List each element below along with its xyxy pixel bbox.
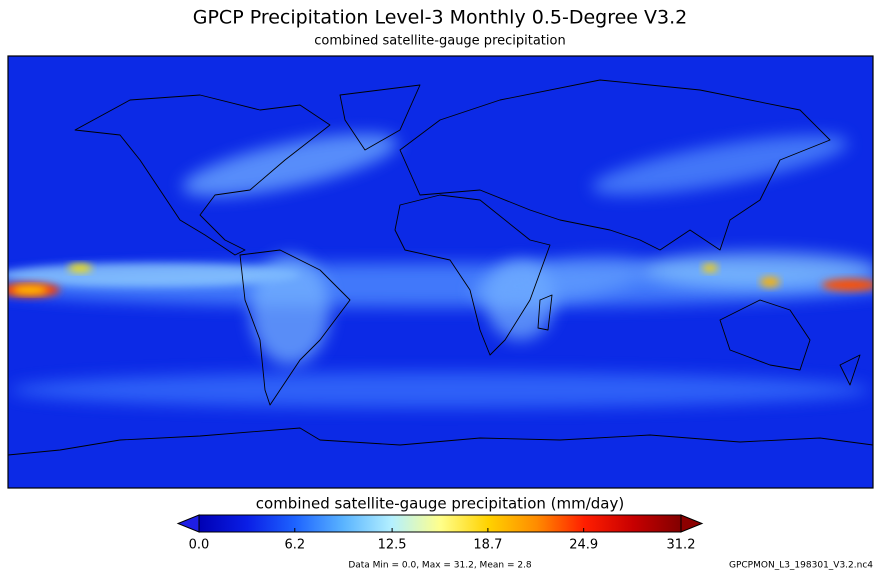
colorbar-tick-label: 18.7 [473,538,502,553]
coastlines [8,79,873,456]
colorbar-label: combined satellite-gauge precipitation (… [256,495,624,513]
colorbar-tick-label: 6.2 [284,538,305,553]
file-name: GPCPMON_L3_198301_V3.2.nc4 [729,561,873,571]
colorbar-under [176,514,200,533]
precip-field [8,133,873,408]
map [8,56,873,488]
colorbar-tick-label: 12.5 [378,538,407,553]
colorbar-tick-label: 0.0 [189,538,210,553]
colorbar-gradient [198,514,682,533]
map-frame [7,55,874,489]
data-stats: Data Min = 0.0, Max = 31.2, Mean = 2.8 [348,561,532,571]
colorbar-tick-label: 24.9 [569,538,598,553]
colorbar-tick-label: 31.2 [667,538,696,553]
colorbar: 0.0 6.2 12.5 18.7 24.9 31.2 [176,514,704,553]
subtitle: combined satellite-gauge precipitation [314,34,565,49]
colorbar-over [680,514,704,533]
title: GPCP Precipitation Level-3 Monthly 0.5-D… [193,7,687,29]
